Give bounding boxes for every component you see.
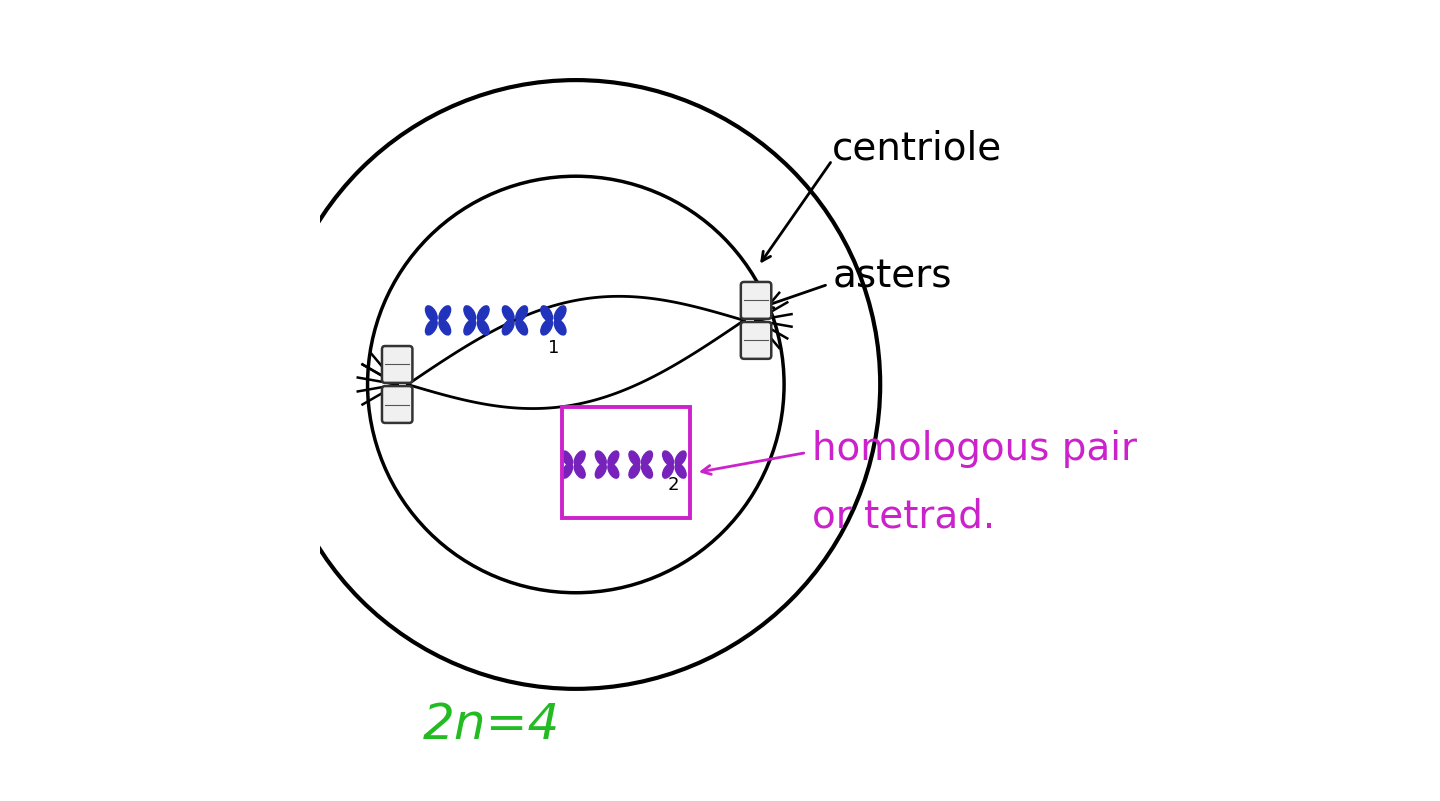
Ellipse shape — [464, 320, 475, 335]
Ellipse shape — [575, 451, 585, 465]
Ellipse shape — [478, 306, 490, 321]
Ellipse shape — [478, 320, 490, 335]
Ellipse shape — [425, 306, 438, 321]
Ellipse shape — [516, 320, 527, 335]
Ellipse shape — [562, 464, 573, 478]
Ellipse shape — [439, 306, 451, 321]
Text: 1: 1 — [547, 340, 559, 357]
Ellipse shape — [562, 451, 573, 465]
Ellipse shape — [541, 306, 553, 321]
Ellipse shape — [575, 464, 585, 478]
Text: 2: 2 — [668, 476, 680, 493]
Ellipse shape — [595, 464, 606, 478]
Ellipse shape — [675, 464, 685, 478]
Ellipse shape — [516, 306, 527, 321]
Ellipse shape — [503, 320, 514, 335]
FancyBboxPatch shape — [382, 386, 412, 423]
Ellipse shape — [595, 451, 606, 465]
Ellipse shape — [554, 306, 566, 321]
Text: or tetrad.: or tetrad. — [812, 497, 995, 536]
Text: 2n=4: 2n=4 — [423, 701, 560, 749]
Ellipse shape — [464, 306, 475, 321]
Ellipse shape — [641, 464, 652, 478]
FancyBboxPatch shape — [740, 282, 772, 319]
FancyBboxPatch shape — [740, 322, 772, 359]
Circle shape — [271, 80, 880, 689]
Ellipse shape — [629, 464, 639, 478]
Ellipse shape — [554, 320, 566, 335]
Ellipse shape — [662, 464, 674, 478]
Text: asters: asters — [832, 257, 952, 296]
Text: centriole: centriole — [832, 129, 1002, 167]
FancyBboxPatch shape — [382, 346, 412, 383]
Ellipse shape — [608, 464, 619, 478]
Ellipse shape — [439, 320, 451, 335]
Ellipse shape — [425, 320, 438, 335]
Ellipse shape — [503, 306, 514, 321]
Ellipse shape — [629, 451, 639, 465]
Ellipse shape — [675, 451, 685, 465]
Ellipse shape — [608, 451, 619, 465]
Ellipse shape — [641, 451, 652, 465]
Text: homologous pair: homologous pair — [812, 429, 1138, 468]
Ellipse shape — [541, 320, 553, 335]
Ellipse shape — [662, 451, 674, 465]
Circle shape — [367, 176, 783, 593]
